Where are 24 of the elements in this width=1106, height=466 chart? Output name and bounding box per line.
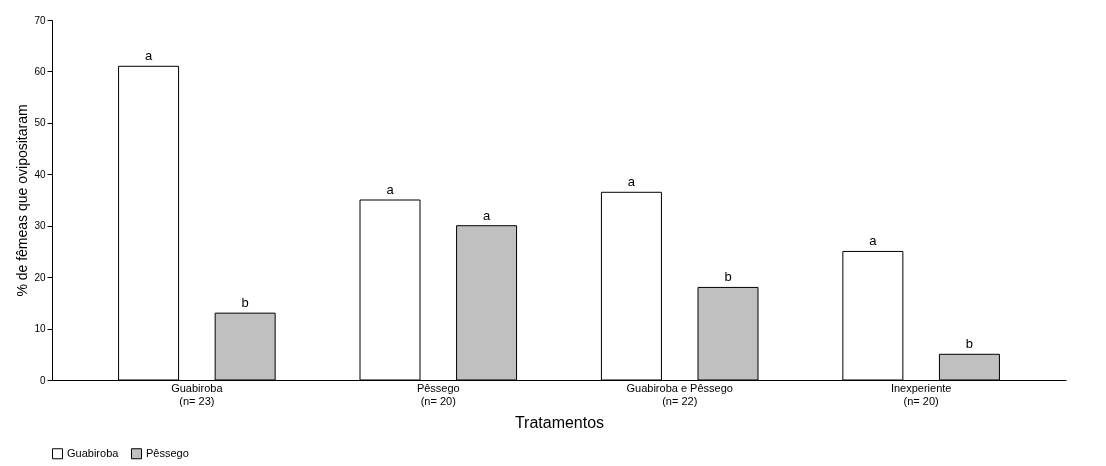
y-tick-label: 40 — [34, 168, 46, 180]
legend-label: Pêssego — [146, 446, 189, 459]
y-tick-label: 30 — [34, 220, 46, 232]
annotation: a — [386, 182, 395, 197]
y-tick-label: 60 — [34, 65, 46, 77]
x-tick-label: Inexperiente (n= 20) — [890, 381, 952, 407]
x-tick-label: Guabiroba e Pêssego (n= 22) — [626, 381, 733, 407]
annotation: a — [627, 174, 636, 190]
annotation: a — [482, 207, 491, 223]
annotation: b — [965, 336, 974, 352]
y-tick-label: 70 — [34, 14, 46, 26]
x-tick-label: Pêssego (n= 20) — [416, 381, 460, 407]
x-axis-title: Tratamentos — [514, 413, 605, 431]
annotation: a — [144, 48, 153, 64]
legend-label: Guabiroba — [67, 446, 120, 459]
y-axis-title: % de fêmeas que ovipositaram — [14, 104, 31, 297]
annotation: b — [241, 295, 249, 311]
y-tick-label: 10 — [34, 323, 46, 335]
y-tick-label: 20 — [34, 271, 46, 283]
x-tick-label: Guabiroba (n= 23) — [171, 381, 224, 407]
y-tick-label: 50 — [34, 117, 46, 129]
y-tick-label: 0 — [39, 374, 46, 386]
annotation: a — [869, 233, 878, 249]
annotation: b — [724, 269, 732, 285]
